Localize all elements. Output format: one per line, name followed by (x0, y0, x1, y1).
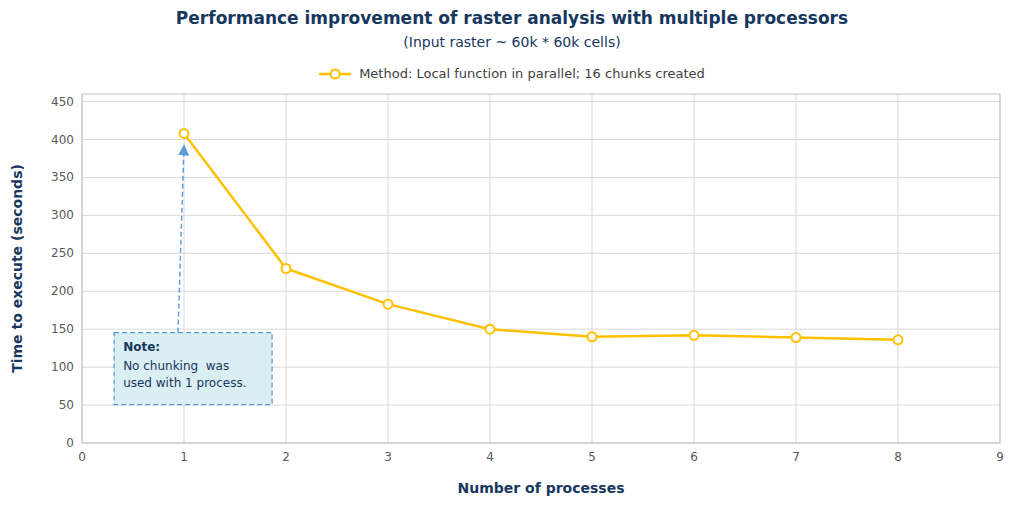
grid-line-x (796, 94, 797, 443)
series-marker (486, 325, 495, 334)
legend-label: Method: Local function in parallel; 16 c… (359, 66, 705, 81)
y-tick-label: 200 (51, 284, 74, 298)
annotation-text: Note: (123, 340, 160, 354)
y-tick-label: 150 (51, 322, 74, 336)
x-tick-label: 4 (486, 450, 494, 464)
y-tick-label: 450 (51, 95, 74, 109)
grid-line-y (82, 291, 1000, 292)
grid-line-x (592, 94, 593, 443)
y-tick-label: 400 (51, 133, 74, 147)
series-marker (282, 264, 291, 273)
y-axis-label: Time to execute (seconds) (9, 164, 25, 373)
y-tick-label: 300 (51, 208, 74, 222)
grid-line-x (490, 94, 491, 443)
series-marker (588, 332, 597, 341)
grid (82, 94, 1000, 443)
x-tick-label: 2 (282, 450, 290, 464)
x-tick-label: 6 (690, 450, 698, 464)
annotation: Note: No chunking was used with 1 process. (114, 145, 272, 404)
y-tick-label: 100 (51, 360, 74, 374)
x-tick-label: 3 (384, 450, 392, 464)
grid-line-y (82, 177, 1000, 178)
legend-marker (331, 70, 340, 79)
series-marker (384, 300, 393, 309)
annotation-box (114, 333, 272, 405)
grid-line-y (82, 101, 1000, 102)
series-marker (180, 129, 189, 138)
grid-line-x (898, 94, 899, 443)
series-line (184, 133, 898, 339)
y-tick-label: 0 (66, 436, 74, 450)
x-tick-label: 8 (894, 450, 902, 464)
chart: Performance improvement of raster analys… (0, 0, 1024, 507)
annotation-arrow (178, 145, 184, 332)
title: Performance improvement of raster analys… (176, 8, 848, 28)
series-marker (690, 331, 699, 340)
x-tick-label: 7 (792, 450, 800, 464)
annotation-text: No chunking was used with 1 process. (123, 359, 246, 390)
grid-line-y (82, 329, 1000, 330)
legend: Method: Local function in parallel; 16 c… (319, 66, 705, 81)
series-marker (894, 335, 903, 344)
x-tick-label: 5 (588, 450, 596, 464)
x-tick-label: 0 (78, 450, 86, 464)
data-layer (180, 129, 903, 344)
y-tick-label: 250 (51, 246, 74, 260)
annotation-line: Note: (123, 340, 160, 354)
x-tick-label: 9 (996, 450, 1004, 464)
x-tick-label: 1 (180, 450, 188, 464)
grid-line-x (388, 94, 389, 443)
plot-frame (82, 94, 1000, 443)
annotation-line: used with 1 process. (123, 376, 246, 390)
y-tick-label: 50 (59, 398, 74, 412)
subtitle: (Input raster ~ 60k * 60k cells) (403, 34, 620, 50)
annotation-line: No chunking was (123, 359, 229, 373)
grid-line-y (82, 139, 1000, 140)
series-marker (792, 333, 801, 342)
y-tick-label: 350 (51, 170, 74, 184)
x-axis-label: Number of processes (458, 480, 625, 496)
grid-line-y (82, 253, 1000, 254)
grid-line-x (694, 94, 695, 443)
grid-line-y (82, 215, 1000, 216)
